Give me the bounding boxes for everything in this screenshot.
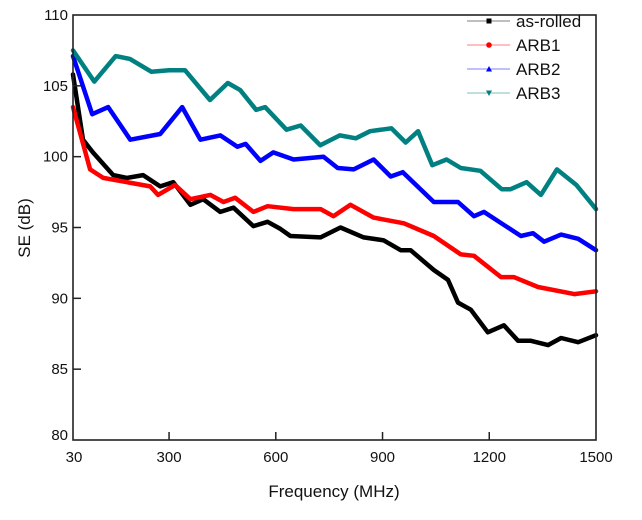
y-tick-label: 110 (44, 7, 68, 24)
x-tick-label: 30 (66, 449, 83, 466)
legend-item-ARB2: ARB2 (467, 60, 560, 79)
legend-label: ARB2 (516, 60, 560, 79)
legend-marker-triangle-down (486, 90, 492, 96)
legend-label: ARB3 (516, 84, 560, 103)
legend-marker-square (486, 18, 492, 24)
y-tick-label: 90 (51, 290, 68, 307)
y-tick-label: 100 (43, 149, 68, 166)
legend-item-ARB1: ARB1 (467, 36, 560, 55)
x-tick-label: 600 (263, 449, 288, 466)
x-axis-label: Frequency (MHz) (268, 482, 399, 501)
legend-item-ARB3: ARB3 (467, 84, 560, 103)
y-axis-label: SE (dB) (15, 198, 34, 258)
legend: as-rolled ARB1 ARB2 ARB3 (467, 12, 581, 103)
series-line-ARB3 (70, 48, 599, 212)
legend-label: ARB1 (516, 36, 560, 55)
ticks-layer: 30 300 600 900 1200 1500 80 85 90 95 100 105 110 (43, 7, 613, 466)
legend-marker-circle (486, 42, 492, 48)
y-tick-label: 85 (51, 361, 68, 378)
y-tick-label: 105 (43, 78, 68, 95)
legend-label: as-rolled (516, 12, 581, 31)
x-tick-label: 900 (370, 449, 395, 466)
series-layer (70, 48, 599, 348)
y-tick-label: 95 (51, 220, 68, 237)
legend-item-as-rolled: as-rolled (467, 12, 581, 31)
series-line-ARB1 (70, 104, 599, 297)
x-tick-label: 1200 (473, 449, 506, 466)
y-tick-label: 80 (51, 427, 68, 444)
legend-marker-triangle-up (486, 66, 492, 72)
series-line-ARB2 (70, 53, 599, 253)
x-tick-label: 300 (157, 449, 182, 466)
x-tick-label: 1500 (579, 449, 612, 466)
series-line-as-rolled (70, 72, 599, 348)
